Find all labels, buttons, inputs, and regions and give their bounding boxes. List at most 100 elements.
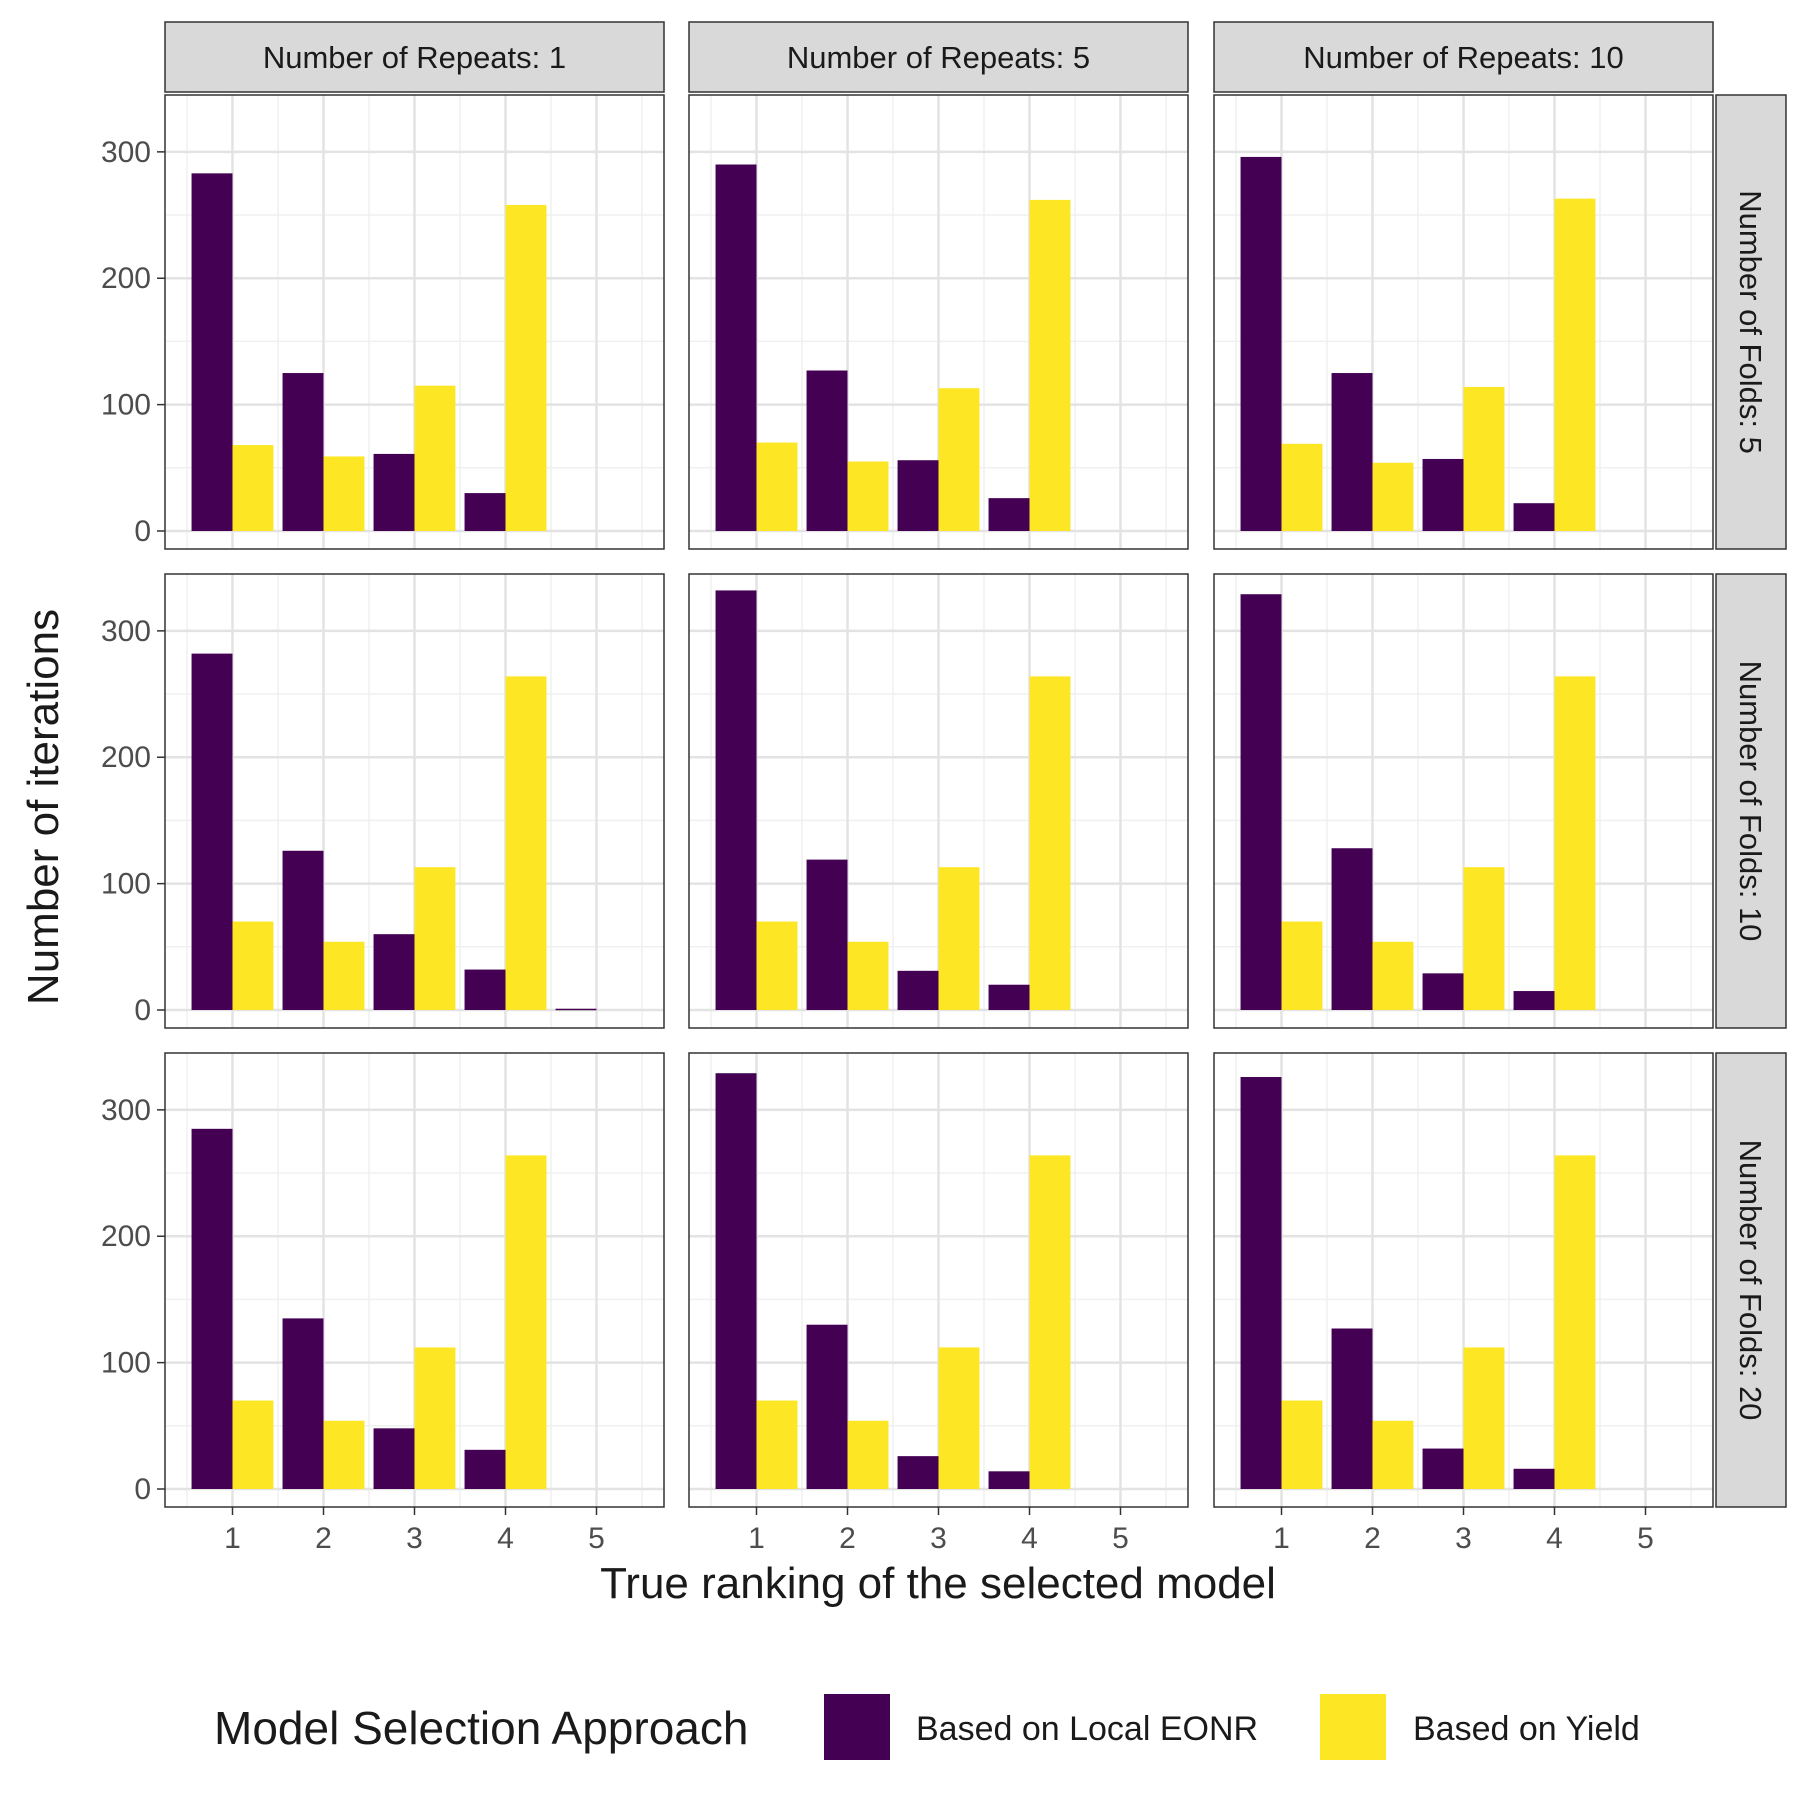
bar-yield-rank-1	[756, 442, 798, 531]
bar-local-eonr-rank-3	[373, 453, 415, 531]
bar-local-eonr-rank-1	[191, 653, 233, 1010]
bar-local-eonr-rank-3	[897, 460, 939, 531]
bar-yield-rank-2	[1372, 1420, 1414, 1489]
panel-r1-c0: 0 100 200 300	[101, 573, 665, 1029]
bar-local-eonr-rank-3	[897, 1456, 939, 1489]
y-tick-label: 100	[101, 868, 151, 901]
x-tick-label: 3	[406, 1522, 423, 1555]
x-tick-label: 4	[497, 1522, 514, 1555]
bar-local-eonr-rank-1	[1240, 594, 1282, 1010]
bar-local-eonr-rank-2	[282, 850, 324, 1010]
bar-yield-rank-1	[1281, 921, 1323, 1010]
bar-yield-rank-4	[1029, 199, 1071, 531]
bar-yield-rank-3	[414, 385, 456, 531]
bar-yield-rank-4	[1554, 676, 1596, 1010]
bar-yield-rank-2	[1372, 941, 1414, 1010]
panel-r2-c2: 1 2 3 4 5	[1213, 1052, 1714, 1555]
bar-yield-rank-1	[756, 921, 798, 1010]
y-tick-label: 200	[101, 741, 151, 774]
x-tick-label: 5	[1637, 1522, 1654, 1555]
x-tick-label: 5	[1112, 1522, 1129, 1555]
legend: Model Selection Approach Based on Local …	[214, 1694, 1640, 1760]
bar-local-eonr-rank-1	[1240, 1077, 1282, 1489]
bar-yield-rank-3	[1463, 867, 1505, 1010]
bar-local-eonr-rank-4	[464, 969, 506, 1010]
panels-layer: Number of Repeats: 1 Number of Repeats: 5…	[101, 21, 1787, 1555]
row-strip-2	[1715, 1052, 1787, 1508]
bar-local-eonr-rank-5	[555, 1008, 597, 1011]
bar-local-eonr-rank-4	[988, 1471, 1030, 1489]
bar-local-eonr-rank-1	[715, 164, 757, 531]
bar-local-eonr-rank-2	[282, 373, 324, 531]
x-tick-label: 2	[839, 1522, 856, 1555]
y-tick-label: 0	[134, 994, 151, 1027]
y-tick-label: 300	[101, 1094, 151, 1127]
bar-local-eonr-rank-3	[897, 970, 939, 1010]
bar-local-eonr-rank-3	[1422, 973, 1464, 1010]
panel-border	[688, 573, 1189, 1029]
bar-yield-rank-3	[414, 1347, 456, 1489]
panel-border	[1213, 94, 1714, 550]
col-strip-2	[1213, 21, 1714, 93]
x-tick-label: 1	[748, 1522, 765, 1555]
bar-local-eonr-rank-3	[373, 934, 415, 1010]
y-axis-title: Number of iterations	[19, 609, 68, 1005]
bar-yield-rank-3	[1463, 1347, 1505, 1489]
bar-local-eonr-rank-2	[282, 1318, 324, 1489]
bar-local-eonr-rank-3	[1422, 1448, 1464, 1489]
x-tick-label: 3	[930, 1522, 947, 1555]
bar-yield-rank-4	[505, 204, 547, 532]
legend-key-yield	[1320, 1694, 1386, 1760]
y-tick-label: 100	[101, 1347, 151, 1380]
y-tick-label: 300	[101, 136, 151, 169]
x-tick-label: 2	[315, 1522, 332, 1555]
col-strip-label-1: Number of Repeats: 5	[787, 40, 1090, 75]
panel-r2-c0: 0 100 200 300 1 2 3 4 5	[101, 1052, 665, 1555]
bar-yield-rank-3	[938, 1347, 980, 1489]
col-strip-1	[688, 21, 1189, 93]
bar-yield-rank-4	[1029, 1155, 1071, 1489]
x-tick-label: 4	[1546, 1522, 1563, 1555]
x-tick-label: 5	[588, 1522, 605, 1555]
panel-border	[164, 94, 665, 550]
panel-r1-c1	[688, 573, 1189, 1029]
row-strip-label-0: Number of Folds: 5	[1733, 190, 1768, 454]
bar-local-eonr-rank-1	[191, 1128, 233, 1489]
panel-r2-c1: 1 2 3 4 5	[688, 1052, 1189, 1555]
bar-yield-rank-2	[847, 1420, 889, 1489]
bar-yield-rank-1	[232, 921, 274, 1010]
bar-local-eonr-rank-2	[1331, 848, 1373, 1010]
x-axis-title: True ranking of the selected model	[600, 1559, 1276, 1608]
panel-r0-c1	[688, 94, 1189, 550]
bar-local-eonr-rank-2	[1331, 1328, 1373, 1489]
bar-yield-rank-4	[1029, 676, 1071, 1010]
y-tick-label: 200	[101, 1220, 151, 1253]
bar-yield-rank-4	[1554, 198, 1596, 532]
bar-local-eonr-rank-2	[806, 859, 848, 1010]
bar-yield-rank-2	[323, 941, 365, 1010]
bar-local-eonr-rank-1	[191, 173, 233, 531]
bar-local-eonr-rank-2	[806, 1324, 848, 1489]
x-tick-label: 3	[1455, 1522, 1472, 1555]
bar-local-eonr-rank-4	[464, 1449, 506, 1489]
bar-yield-rank-4	[505, 1155, 547, 1489]
panel-r0-c2	[1213, 94, 1714, 550]
row-strip-label-1: Number of Folds: 10	[1733, 661, 1768, 942]
legend-label-yield: Based on Yield	[1413, 1710, 1640, 1748]
bar-local-eonr-rank-4	[1513, 503, 1555, 531]
bar-yield-rank-2	[323, 456, 365, 531]
bar-yield-rank-3	[1463, 386, 1505, 531]
bar-yield-rank-3	[938, 867, 980, 1010]
bar-yield-rank-1	[232, 1400, 274, 1489]
bar-yield-rank-2	[847, 461, 889, 531]
row-strip-0	[1715, 94, 1787, 550]
bar-local-eonr-rank-4	[1513, 991, 1555, 1010]
legend-key-local-eonr	[824, 1694, 890, 1760]
bar-yield-rank-1	[1281, 443, 1323, 531]
bar-yield-rank-4	[1554, 1155, 1596, 1489]
panel-border	[164, 573, 665, 1029]
panel-border	[688, 94, 1189, 550]
x-tick-label: 1	[224, 1522, 241, 1555]
bar-yield-rank-4	[505, 676, 547, 1010]
row-strip-label-2: Number of Folds: 20	[1733, 1140, 1768, 1421]
